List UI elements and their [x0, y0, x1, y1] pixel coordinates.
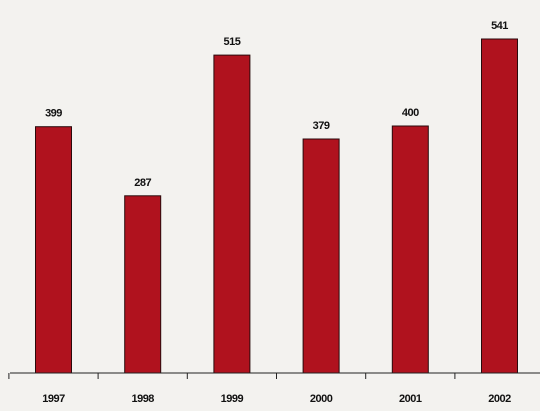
- bar-2002: [481, 38, 518, 374]
- value-label-2002: 541: [491, 20, 508, 32]
- bars-group: [35, 38, 518, 374]
- bar-2000: [302, 138, 340, 374]
- bar-2001: [391, 125, 429, 374]
- value-label-1998: 287: [134, 177, 151, 189]
- value-label-2000: 379: [313, 120, 330, 132]
- value-label-1999: 515: [223, 36, 240, 48]
- x-tick-label-2000: 2000: [310, 393, 333, 405]
- value-labels-group: 399 287 515 379 400 541: [45, 20, 509, 189]
- value-label-1997: 399: [45, 108, 62, 120]
- x-tick-label-1997: 1997: [42, 393, 65, 405]
- x-tick-label-2002: 2002: [488, 393, 511, 405]
- x-ticks-group: [8, 373, 456, 379]
- x-tick-label-1998: 1998: [131, 393, 154, 405]
- bar-1999: [213, 54, 251, 374]
- x-tick-label-1999: 1999: [221, 393, 244, 405]
- bar-1998: [124, 195, 162, 374]
- x-tick-label-2001: 2001: [399, 393, 422, 405]
- bar-1997: [35, 126, 72, 374]
- x-tick-labels-group: 1997 1998 1999 2000 2001 2002: [42, 393, 511, 405]
- value-label-2001: 400: [402, 107, 419, 119]
